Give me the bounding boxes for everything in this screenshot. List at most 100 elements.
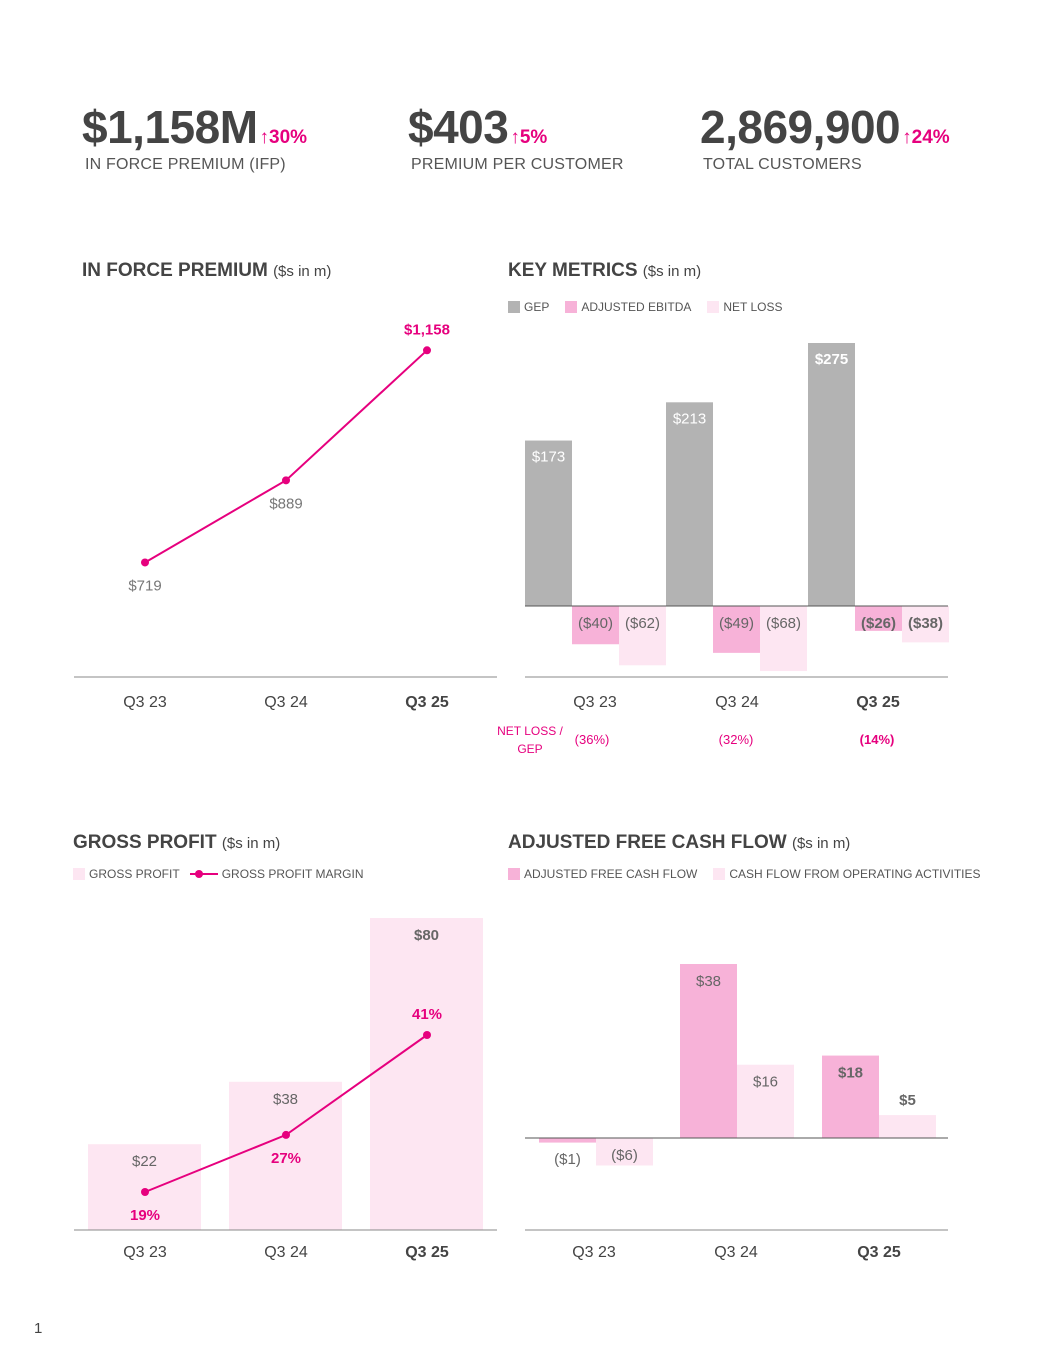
gp-margin-point [423,1031,431,1039]
gp-bar [88,1144,201,1230]
fcf-tick-label: Q3 23 [572,1244,616,1261]
legend-label: NET LOSS [723,300,783,314]
legend-item-adjusted-ebitda: ADJUSTED EBITDA [565,300,691,314]
km-ratio-label: GEP [517,742,542,756]
km-neg-data-label: ($26) [861,615,896,632]
km-ratio-value: (32%) [719,732,754,747]
gp-tick-label: Q3 23 [123,1244,167,1261]
fcf-tick-label: Q3 25 [857,1244,901,1261]
legend-swatch [508,301,520,313]
ifp-data-label: $889 [269,495,302,512]
ifp-tick-label: Q3 25 [405,694,449,711]
legend-line-marker [189,870,218,878]
gp-tick-label: Q3 24 [264,1244,308,1261]
legend-item-adjusted-fcf: ADJUSTED FREE CASH FLOW [508,867,697,881]
fcf-data-label: ($1) [554,1151,581,1168]
fcf-data-label: $16 [753,1074,778,1091]
ifp-line [144,349,428,564]
gross-profit-title-unit: ($s in m) [221,835,281,852]
ifp-title-unit: ($s in m) [273,263,332,280]
fcf-bar-adjusted-fcf [680,964,737,1138]
fcf-title: ADJUSTED FREE CASH FLOW ($s in m) [508,832,850,854]
legend-item-gep: GEP [508,300,549,314]
km-neg-data-label: ($68) [766,615,801,632]
kpi-value: $1,158M [82,101,258,153]
ifp-data-label: $719 [128,577,161,594]
gross-profit-legend: GROSS PROFIT GROSS PROFIT MARGIN [73,867,373,881]
km-bar-gep [666,402,713,606]
legend-item-operating-cash-flow: CASH FLOW FROM OPERATING ACTIVITIES [713,867,981,881]
km-bar-gep [808,343,855,606]
legend-label: GEP [524,300,550,314]
legend-item-gross-profit: GROSS PROFIT [73,867,180,881]
fcf-bar-adjusted-fcf [539,1138,596,1143]
fcf-data-label: $5 [899,1092,916,1109]
legend-swatch [707,301,720,313]
gp-data-label: $80 [414,927,439,944]
km-neg-data-label: ($40) [578,615,613,632]
ifp-tick-label: Q3 24 [264,694,308,711]
fcf-data-label: ($6) [611,1147,638,1164]
legend-label: CASH FLOW FROM OPERATING ACTIVITIES [729,867,981,881]
kpi-change: ↑5% [510,127,548,148]
ifp-point [423,346,431,355]
gp-margin-label: 27% [271,1150,301,1167]
ifp-title: IN FORCE PREMIUM ($s in m) [82,260,331,282]
kpi-total-customers: 2,869,900 ↑24% TOTAL CUSTOMERS [700,100,950,174]
gp-margin-label: 41% [412,1006,442,1023]
kpi-value: 2,869,900 [700,101,901,153]
gp-margin-point [282,1130,290,1139]
kpi-value: $403 [408,101,509,153]
km-tick-label: Q3 25 [856,694,900,711]
kpi-label: IN FORCE PREMIUM (IFP) [85,156,286,173]
km-bar-net-loss [760,606,807,672]
km-neg-data-label: ($49) [719,615,754,632]
gross-profit-title-text: GROSS PROFIT [73,832,217,853]
km-tick-label: Q3 24 [715,694,759,711]
km-tick-label: Q3 23 [573,694,617,711]
fcf-data-label: $38 [696,973,721,990]
fcf-title-unit: ($s in m) [791,835,851,852]
gp-margin-point [141,1188,149,1196]
key-metrics-title: KEY METRICS ($s in m) [508,260,701,282]
legend-swatch [565,301,578,313]
km-neg-data-label: ($62) [625,615,660,632]
km-ratio-value: (14%) [860,732,895,747]
gp-bar [370,918,483,1230]
legend-label: GROSS PROFIT [89,867,180,881]
km-bar-adjusted-ebitda [713,606,760,653]
gp-data-label: $38 [273,1091,298,1108]
legend-swatch [73,868,85,880]
key-metrics-title-unit: ($s in m) [642,263,702,280]
legend-swatch [713,868,726,880]
page-number: 1 [34,1320,43,1337]
fcf-bar-operating-cash-flow [737,1064,794,1138]
gross-profit-title: GROSS PROFIT ($s in m) [73,832,280,854]
ifp-point [282,476,290,485]
legend-swatch [508,868,520,880]
ifp-point [141,558,149,567]
gp-data-label: $22 [132,1153,157,1170]
km-bar-net-loss [619,606,666,666]
legend-item-net-loss: NET LOSS [707,300,783,314]
fcf-title-text: ADJUSTED FREE CASH FLOW [508,832,787,853]
kpi-premium-per-customer: $403 ↑5% PREMIUM PER CUSTOMER [408,100,624,174]
ifp-title-text: IN FORCE PREMIUM [82,260,268,281]
key-metrics-title-text: KEY METRICS [508,260,638,281]
kpi-ifp: $1,158M ↑30% IN FORCE PREMIUM (IFP) [82,100,307,174]
km-bar-net-loss [902,606,949,643]
km-neg-data-label: ($38) [908,615,943,632]
km-gep-data-label: $173 [532,449,565,466]
fcf-data-label: $18 [838,1065,863,1082]
kpi-change: ↑30% [259,127,308,148]
km-bar-adjusted-ebitda [855,606,902,631]
fcf-tick-label: Q3 24 [714,1244,758,1261]
km-gep-data-label: $275 [815,351,848,368]
gp-margin-label: 19% [130,1207,160,1224]
km-bar-adjusted-ebitda [572,606,619,645]
ifp-data-label: $1,158 [404,321,450,338]
ifp-tick-label: Q3 23 [123,694,167,711]
fcf-bar-operating-cash-flow [596,1138,653,1166]
legend-item-gross-profit-margin: GROSS PROFIT MARGIN [189,867,363,881]
